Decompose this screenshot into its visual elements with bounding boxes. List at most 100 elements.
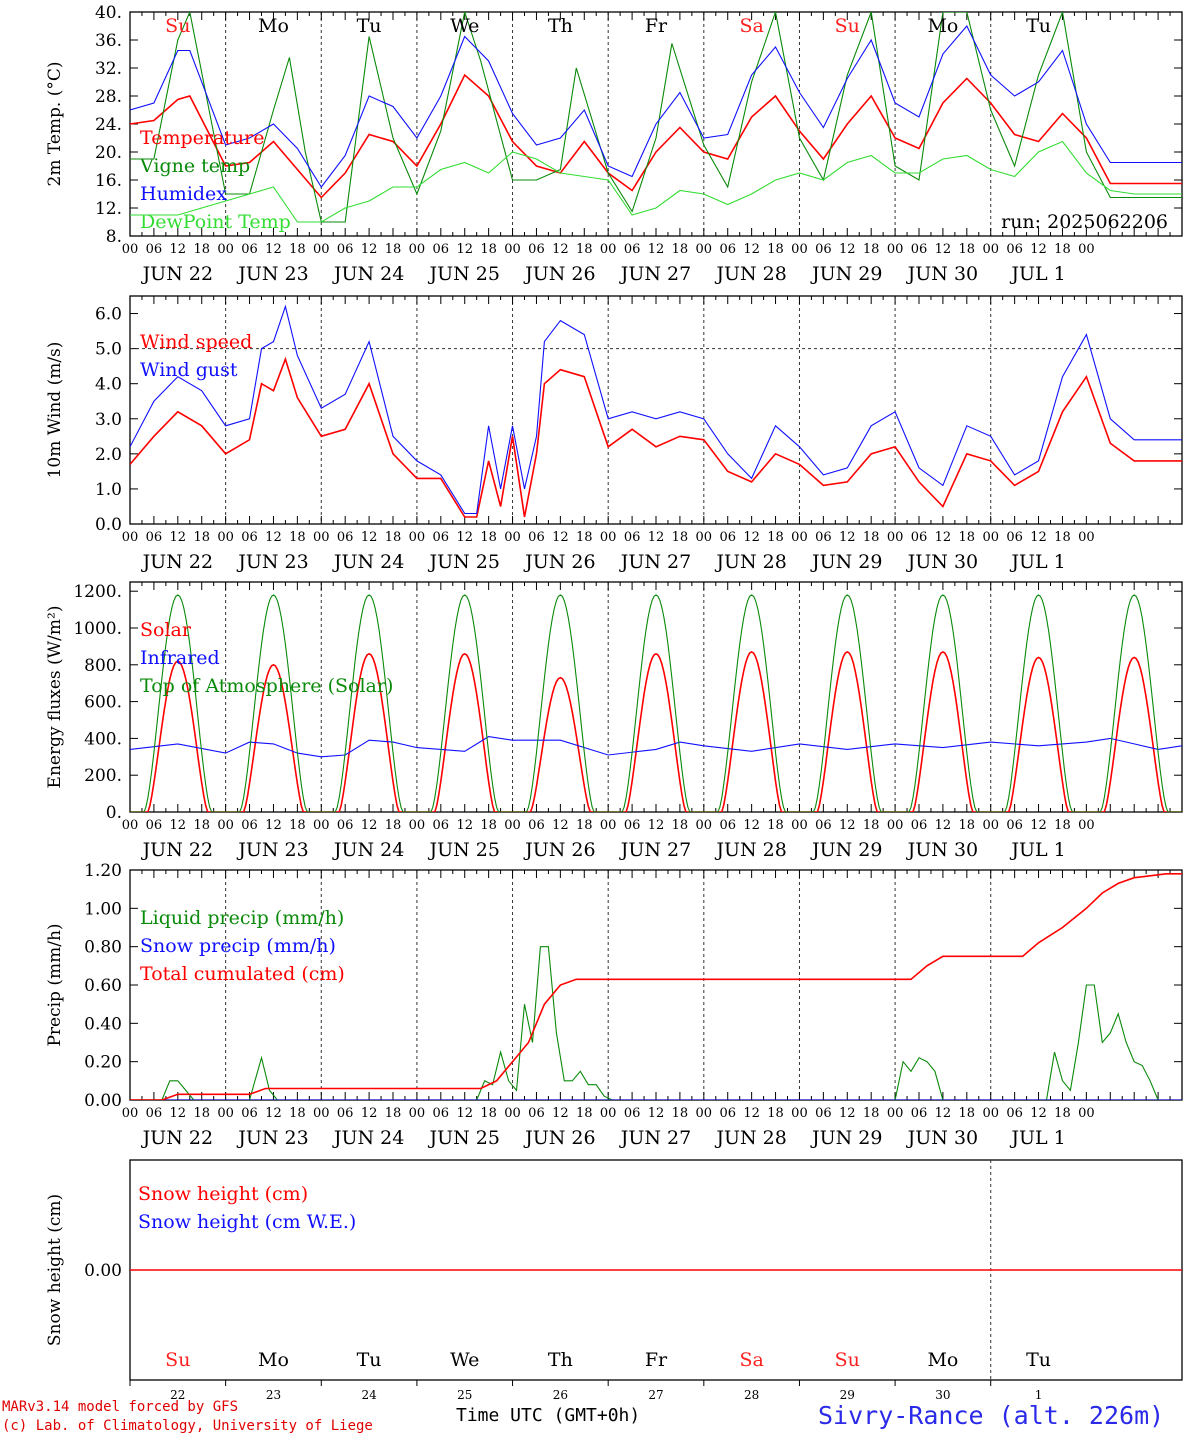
hour-tick-label: 12 [1030, 530, 1047, 545]
hour-tick-label: 00 [791, 1106, 808, 1121]
plot-frame [129, 581, 1183, 813]
date-label: JUN 27 [619, 839, 691, 861]
series-line-humidex [130, 25, 1182, 188]
hour-tick-label: 12 [552, 242, 569, 257]
hour-tick-label: 18 [480, 530, 497, 545]
hour-tick-label: 12 [935, 530, 952, 545]
weekday-label-bottom: Su [165, 1349, 190, 1371]
hour-tick-label: 18 [959, 530, 976, 545]
hour-tick-label: 18 [1054, 818, 1071, 833]
y-tick-label: 200. [84, 766, 122, 786]
y-tick-label: 0. [106, 803, 122, 823]
day-number-label: 25 [457, 1388, 472, 1402]
hour-tick-label: 18 [193, 530, 210, 545]
hour-tick-label: 18 [959, 818, 976, 833]
hour-tick-label: 06 [1006, 1106, 1023, 1121]
model-credit-line: MARv3.14 model forced by GFS [2, 1399, 239, 1415]
weekday-label-bottom: Tu [357, 1349, 382, 1371]
y-tick-label: 1.0 [95, 480, 122, 500]
panel-1: 00 06 12 18 00 06 12 18 00 06 12 18 00 06 12 18 00 06 12 18… [45, 3, 1183, 285]
hour-tick-label: 18 [863, 818, 880, 833]
weekday-label-top: Tu [357, 15, 382, 37]
hour-tick-label: 06 [911, 818, 928, 833]
hour-tick-label: 12 [648, 818, 665, 833]
y-axis-label: 10m Wind (m/s) [45, 342, 65, 479]
y-tick-label: 12. [95, 199, 122, 219]
weekday-label-top: Fr [645, 15, 668, 37]
hour-tick-label: 12 [456, 242, 473, 257]
hour-tick-label: 12 [839, 530, 856, 545]
y-tick-label: 3.0 [95, 410, 122, 430]
weekday-label-bottom: Fr [645, 1349, 668, 1371]
hour-tick-label: 06 [624, 242, 641, 257]
date-label: JUN 28 [714, 839, 786, 861]
hour-tick-label: 06 [815, 818, 832, 833]
hour-tick-label: 06 [146, 1106, 163, 1121]
hour-tick-label: 06 [719, 530, 736, 545]
hour-tick-label: 00 [791, 242, 808, 257]
y-tick-label: 6.0 [95, 305, 122, 325]
y-tick-label: 0.20 [84, 1053, 122, 1073]
series-group [130, 304, 1182, 518]
day-number-label: 22 [170, 1388, 185, 1402]
hour-tick-label: 00 [122, 530, 139, 545]
weekday-label-top: We [450, 15, 479, 37]
hour-tick-label: 00 [887, 818, 904, 833]
plot-frame [129, 295, 1183, 525]
y-tick-label: 40. [95, 3, 122, 23]
plot-frame [129, 869, 1183, 1101]
hour-tick-label: 00 [409, 530, 426, 545]
hour-tick-label: 00 [600, 818, 617, 833]
hour-tick-label: 00 [887, 1106, 904, 1121]
hour-tick-label: 12 [648, 530, 665, 545]
hour-tick-label: 18 [576, 1106, 593, 1121]
hour-tick-label: 06 [911, 1106, 928, 1121]
hour-tick-label: 06 [1006, 242, 1023, 257]
y-axis-label: Precip (mm/h) [45, 923, 65, 1046]
hour-tick-label: 18 [385, 818, 402, 833]
weekday-label-bottom: Sa [739, 1349, 763, 1371]
hour-tick-label: 06 [528, 242, 545, 257]
weekday-label-top: Th [548, 15, 573, 37]
lab-credit-line: (c) Lab. of Climatology, University of L… [2, 1418, 373, 1434]
legend-entry: Temperature [140, 127, 264, 149]
y-tick-label: 600. [84, 693, 122, 713]
hour-tick-label: 12 [1030, 818, 1047, 833]
hour-tick-label: 18 [672, 1106, 689, 1121]
hour-tick-label: 06 [433, 242, 450, 257]
date-label: JUN 28 [714, 551, 786, 573]
date-label: JUN 24 [332, 1127, 404, 1149]
hour-tick-label: 06 [528, 1106, 545, 1121]
date-label: JUN 23 [236, 263, 308, 285]
y-tick-label: 2.0 [95, 445, 122, 465]
hour-tick-label: 12 [456, 818, 473, 833]
hour-tick-label: 12 [361, 1106, 378, 1121]
legend-entry: Snow height (cm W.E.) [138, 1211, 356, 1233]
hour-tick-label: 00 [504, 818, 521, 833]
hour-tick-label: 06 [433, 530, 450, 545]
y-tick-label: 28. [95, 87, 122, 107]
hour-tick-label: 06 [433, 1106, 450, 1121]
date-label: JUN 23 [236, 839, 308, 861]
hour-tick-label: 18 [480, 1106, 497, 1121]
hour-tick-label: 00 [791, 530, 808, 545]
hour-tick-label: 12 [170, 530, 187, 545]
hour-tick-label: 06 [146, 818, 163, 833]
hour-tick-label: 00 [600, 1106, 617, 1121]
hour-tick-label: 00 [122, 1106, 139, 1121]
panel-3: 00 06 12 18 00 06 12 18 00 06 12 18 00 06 12 18 00 06 12 18… [45, 581, 1183, 861]
date-label: JUN 29 [810, 1127, 882, 1149]
y-tick-label: 20. [95, 143, 122, 163]
y-tick-label: 4.0 [95, 375, 122, 395]
day-number-label: 30 [935, 1388, 950, 1402]
hour-tick-label: 00 [1078, 530, 1095, 545]
day-number-label: 23 [266, 1388, 281, 1402]
weekday-label-top: Su [835, 15, 860, 37]
hour-tick-label: 12 [648, 1106, 665, 1121]
date-label: JUN 24 [332, 263, 404, 285]
hour-tick-label: 18 [576, 242, 593, 257]
hour-tick-label: 06 [146, 530, 163, 545]
panel-5: 0.00 Snow height (cm) Snow height (cm) Snow… [45, 1159, 1183, 1381]
hour-tick-label: 06 [241, 530, 258, 545]
hour-tick-label: 12 [361, 530, 378, 545]
